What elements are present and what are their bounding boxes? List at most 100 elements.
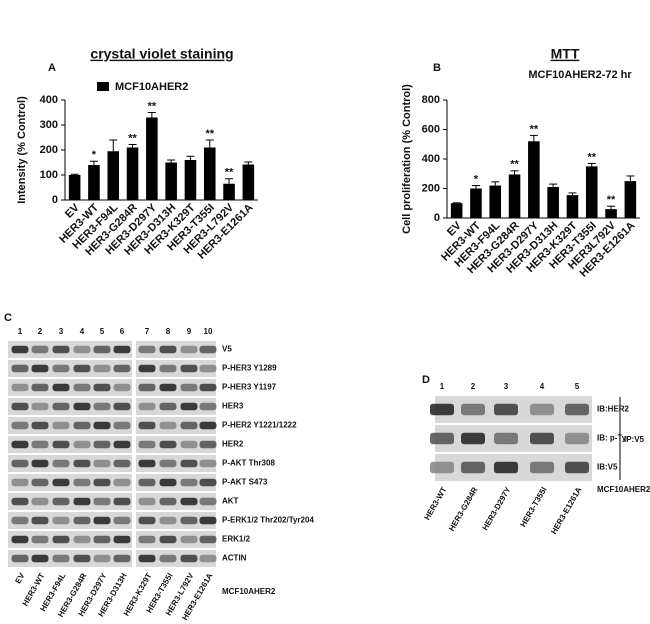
band	[180, 478, 198, 487]
band	[52, 459, 70, 468]
ip-label: IP:V5	[624, 435, 645, 444]
blot-strip	[8, 474, 132, 491]
band	[530, 403, 554, 416]
sample-label: HER3-E1261A	[549, 485, 583, 536]
bar	[107, 151, 120, 200]
chart-subtitle: MCF10AHER2-72 hr	[528, 69, 632, 81]
band	[52, 535, 70, 544]
band	[180, 459, 198, 468]
band	[93, 383, 111, 392]
bar	[528, 141, 540, 218]
bar	[88, 165, 100, 200]
bar	[223, 183, 235, 200]
lane-number: 2	[38, 327, 43, 336]
significance: **	[148, 100, 157, 112]
bar	[470, 188, 482, 218]
panel-label: A	[48, 62, 56, 74]
bar	[165, 162, 177, 200]
band	[199, 421, 217, 430]
bar	[508, 174, 521, 218]
sample-label: EV	[13, 571, 26, 585]
band	[73, 554, 91, 563]
band	[180, 516, 198, 525]
band	[73, 440, 91, 449]
band	[565, 432, 589, 445]
significance: **	[128, 132, 137, 144]
band	[199, 345, 217, 354]
blot-strip	[8, 436, 132, 453]
band	[461, 461, 485, 474]
band	[199, 459, 217, 468]
row-label: P-AKT S473	[222, 478, 268, 487]
band	[113, 478, 131, 487]
band	[31, 459, 49, 468]
band	[113, 383, 131, 392]
row-label: P-ERK1/2 Thr202/Tyr204	[222, 516, 314, 525]
band	[11, 554, 29, 563]
bar	[624, 181, 637, 218]
band	[73, 402, 91, 411]
lane-number: 1	[440, 382, 445, 391]
lane-number: 4	[540, 382, 545, 391]
blot-strip	[8, 531, 132, 548]
band	[159, 497, 177, 506]
band	[138, 516, 156, 525]
band	[430, 432, 454, 445]
band	[11, 497, 29, 506]
band	[138, 535, 156, 544]
band	[494, 461, 518, 474]
band	[52, 364, 70, 373]
band	[113, 440, 131, 449]
band	[11, 421, 29, 430]
band	[31, 402, 49, 411]
bar	[184, 160, 197, 200]
band	[159, 402, 177, 411]
band	[11, 402, 29, 411]
band	[31, 554, 49, 563]
sample-label: HER3-T355I	[519, 486, 549, 529]
band	[31, 535, 49, 544]
row-label: IB: p-Tyr	[597, 434, 629, 443]
band	[11, 440, 29, 449]
y-axis-label: Intensity (% Control)	[16, 96, 28, 204]
band	[93, 364, 111, 373]
y-tick-label: 300	[40, 119, 58, 131]
band	[199, 364, 217, 373]
y-axis-label: Cell proliferation (% Control)	[401, 84, 413, 234]
band	[138, 345, 156, 354]
band	[31, 497, 49, 506]
blot-strip	[8, 398, 132, 415]
blot-strip	[8, 417, 132, 434]
legend-swatch	[97, 82, 109, 91]
row-label: HER2	[222, 440, 244, 449]
band	[159, 478, 177, 487]
band	[113, 497, 131, 506]
band	[530, 432, 554, 445]
band	[199, 516, 217, 525]
band	[138, 440, 156, 449]
band	[180, 421, 198, 430]
band	[31, 478, 49, 487]
chart-title: crystal violet staining	[90, 46, 233, 62]
band	[73, 421, 91, 430]
band	[199, 554, 217, 563]
lane-number: 4	[80, 327, 85, 336]
band	[565, 403, 589, 416]
significance: **	[587, 151, 596, 163]
band	[113, 345, 131, 354]
band	[11, 459, 29, 468]
band	[11, 478, 29, 487]
band	[199, 402, 217, 411]
bar	[126, 147, 139, 200]
blot-strip	[8, 360, 132, 377]
band	[93, 478, 111, 487]
band	[73, 497, 91, 506]
bar	[146, 117, 158, 200]
lane-number: 7	[145, 327, 150, 336]
band	[52, 478, 70, 487]
lane-number: 3	[504, 382, 509, 391]
band	[52, 402, 70, 411]
band	[73, 535, 91, 544]
bar	[547, 187, 559, 218]
